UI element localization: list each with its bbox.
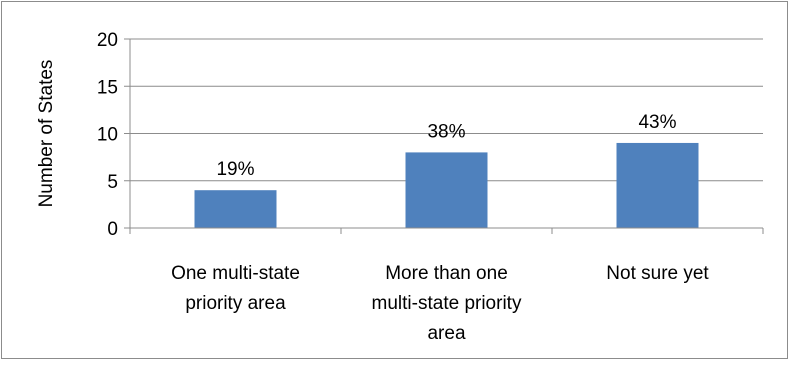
y-tick-label: 5 [107, 172, 118, 193]
x-tick-label: One multi-state [171, 263, 300, 284]
bars [194, 142, 699, 228]
x-tick-label: priority area [185, 293, 286, 314]
axes [124, 38, 764, 234]
bar [616, 142, 699, 228]
data-label: 43% [638, 112, 676, 133]
bar [194, 190, 277, 228]
data-label: 38% [427, 121, 465, 142]
data-label: 19% [216, 159, 254, 180]
y-tick-label: 20 [97, 30, 118, 51]
y-tick-label: 10 [97, 125, 118, 146]
x-tick-label: multi-state priority [372, 293, 522, 314]
y-tick-label: 0 [107, 219, 118, 240]
y-axis-title: Number of States [36, 60, 57, 208]
labels: 0 5 10 15 20 19% One multi-state priority area 3… [97, 30, 710, 344]
x-tick-label: Not sure yet [606, 263, 709, 284]
bar [405, 152, 488, 228]
x-tick-label: More than one [385, 263, 508, 284]
y-tick-label: 15 [97, 77, 118, 98]
x-tick-label: area [427, 323, 465, 344]
